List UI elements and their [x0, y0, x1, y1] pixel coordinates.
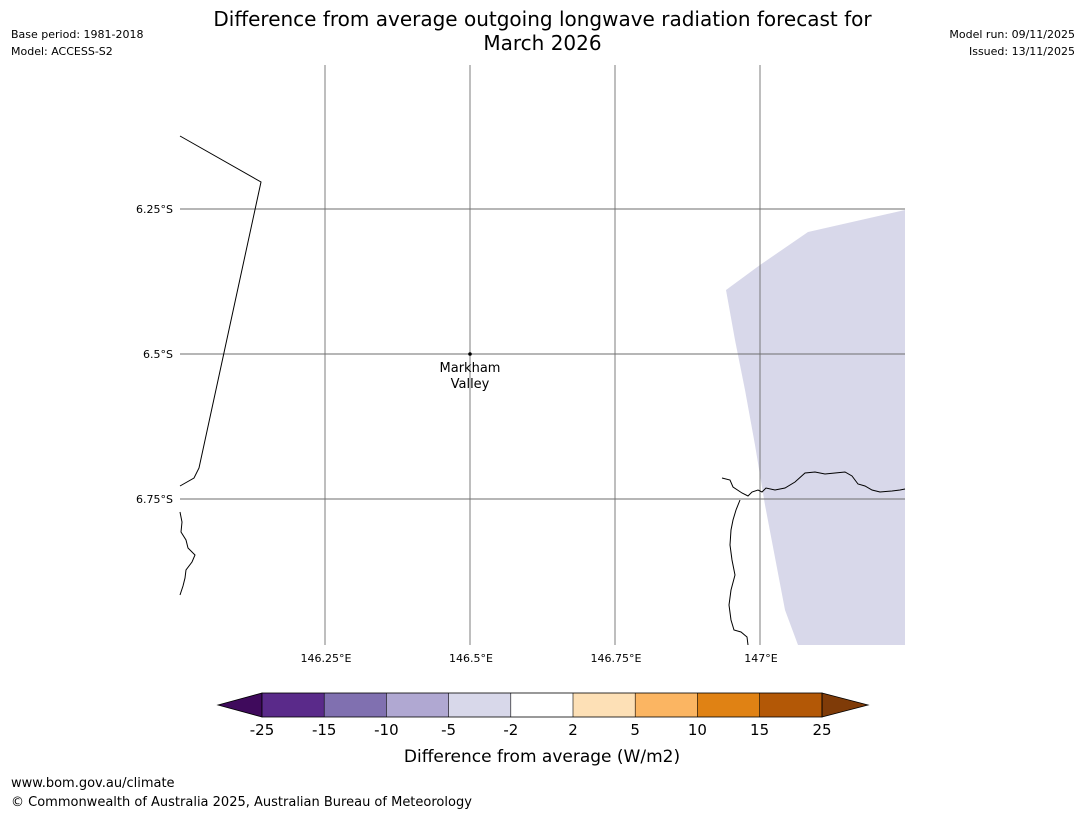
- colorbar-tick-label: -2: [503, 721, 518, 739]
- colorbar-tick-label: 5: [630, 721, 640, 739]
- issued-text: Issued: 13/11/2025: [968, 45, 1075, 58]
- page-title: Difference from average outgoing longwav…: [0, 7, 1085, 55]
- colorbar-tick-label: 25: [812, 721, 831, 739]
- model-run-text: Model run: 09/11/2025: [949, 28, 1075, 41]
- header-left: Base period: 1981-2018 Model: ACCESS-S2: [11, 26, 143, 60]
- colorbar-segment: [697, 693, 760, 717]
- place-marker: [468, 352, 472, 356]
- colorbar-segment: [573, 693, 636, 717]
- colorbar-tick-label: -10: [374, 721, 399, 739]
- coast-east: [721, 471, 906, 497]
- colorbar-segment: [759, 693, 822, 717]
- footer-url: www.bom.gov.au/climate: [11, 776, 175, 791]
- anomaly-region: [726, 210, 905, 645]
- colorbar-min-arrow: [216, 692, 263, 718]
- lon-label: 146.75°E: [591, 652, 642, 665]
- place-name-line-2: Valley: [451, 377, 490, 392]
- colorbar-segment: [386, 693, 449, 717]
- colorbar-dividers: [323, 693, 760, 717]
- colorbar-tick-label: -5: [441, 721, 456, 739]
- colorbar-tick-label: 2: [568, 721, 578, 739]
- colorbar-tick-label: -25: [250, 721, 275, 739]
- lon-label: 147°E: [744, 652, 777, 665]
- colorbar-segment: [262, 693, 325, 717]
- colorbar-segment: [324, 693, 387, 717]
- coastline: [179, 135, 906, 646]
- colorbar-tick-label: 15: [750, 721, 769, 739]
- coast-south: [728, 499, 749, 646]
- model-text: Model: ACCESS-S2: [11, 45, 113, 58]
- colorbar: -25 -15 -10 -5 -2 2 5 10 15 25 Differenc…: [216, 692, 870, 767]
- gridlines: [180, 65, 905, 645]
- title-line-1: Difference from average outgoing longwav…: [213, 7, 872, 31]
- footer-copyright: © Commonwealth of Australia 2025, Austra…: [11, 795, 472, 810]
- lon-label: 146.25°E: [301, 652, 352, 665]
- colorbar-label: Difference from average (W/m2): [404, 747, 680, 767]
- colorbar-segment: [635, 693, 698, 717]
- colorbar-segment: [448, 693, 511, 717]
- colorbar-tick-label: -15: [312, 721, 337, 739]
- map-panel: Markham Valley 6.25°S 6.5°S 6.75°S 146.2…: [136, 65, 906, 665]
- colorbar-segment: [510, 693, 573, 717]
- lat-label: 6.75°S: [136, 493, 173, 506]
- footer: www.bom.gov.au/climate © Commonwealth of…: [11, 774, 472, 812]
- lat-label: 6.25°S: [136, 203, 173, 216]
- colorbar-frame: [261, 692, 823, 718]
- colorbar-ticks: -25 -15 -10 -5 -2 2 5 10 15 25: [250, 721, 832, 739]
- header-right: Model run: 09/11/2025 Issued: 13/11/2025: [949, 26, 1075, 60]
- colorbar-max-arrow: [821, 692, 870, 718]
- place-name-line-1: Markham: [440, 361, 501, 376]
- title-line-2: March 2026: [483, 31, 602, 55]
- lat-label: 6.5°S: [143, 348, 173, 361]
- coast-west: [179, 511, 196, 596]
- border-line: [179, 135, 262, 487]
- lon-label: 146.5°E: [449, 652, 493, 665]
- base-period-text: Base period: 1981-2018: [11, 28, 144, 41]
- colorbar-tick-label: 10: [688, 721, 707, 739]
